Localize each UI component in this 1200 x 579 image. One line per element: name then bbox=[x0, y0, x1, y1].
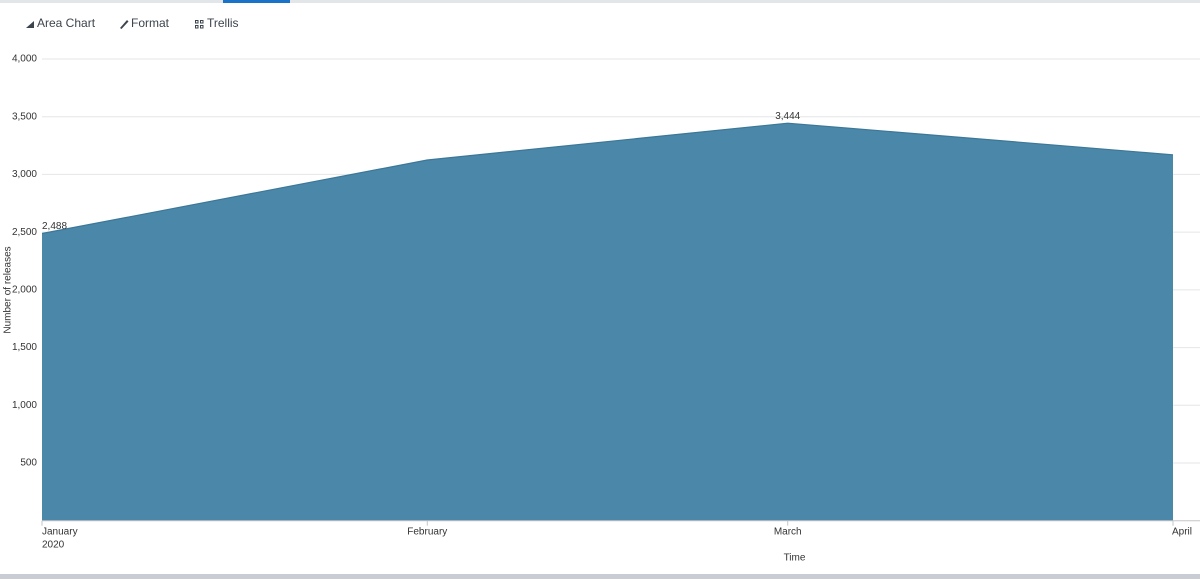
y-tick-label: 2,500 bbox=[12, 227, 37, 238]
y-tick-label: 3,000 bbox=[12, 169, 37, 180]
x-tick-label: March bbox=[774, 527, 802, 538]
active-tab-indicator bbox=[223, 0, 290, 3]
bottom-bar bbox=[0, 574, 1200, 579]
y-tick-label: 1,500 bbox=[12, 342, 37, 353]
y-tick-label: 3,500 bbox=[12, 111, 37, 122]
toolbar-format[interactable]: Format bbox=[131, 16, 170, 30]
area-chart-icon bbox=[26, 21, 34, 28]
x-tick-label: April bbox=[1172, 527, 1192, 538]
area-outline bbox=[41, 122, 1174, 235]
chart: 500 1,000 1,500 2,000 2,500 3,000 3,500 4,000 2,… bbox=[3, 54, 1200, 564]
toolbar: Area Chart Format Trellis bbox=[26, 16, 239, 30]
y-tick-label: 4,000 bbox=[12, 54, 37, 65]
y-tick-label: 500 bbox=[20, 458, 37, 469]
top-border bbox=[0, 0, 1200, 3]
toolbar-trellis[interactable]: Trellis bbox=[207, 16, 239, 30]
x-axis-title: Time bbox=[784, 553, 806, 564]
x-year-label: 2020 bbox=[42, 540, 65, 551]
data-label: 3,444 bbox=[775, 111, 800, 122]
y-axis-title: Number of releases bbox=[3, 246, 14, 333]
x-tick-label: February bbox=[407, 527, 447, 538]
y-tick-label: 1,000 bbox=[12, 400, 37, 411]
area bbox=[42, 123, 1173, 521]
data-label: 2,488 bbox=[42, 221, 67, 232]
toolbar-area-chart[interactable]: Area Chart bbox=[37, 16, 96, 30]
y-tick-label: 2,000 bbox=[12, 284, 37, 295]
trellis-icon bbox=[195, 20, 204, 29]
x-tick-label: January bbox=[42, 527, 78, 538]
format-icon bbox=[120, 20, 129, 29]
